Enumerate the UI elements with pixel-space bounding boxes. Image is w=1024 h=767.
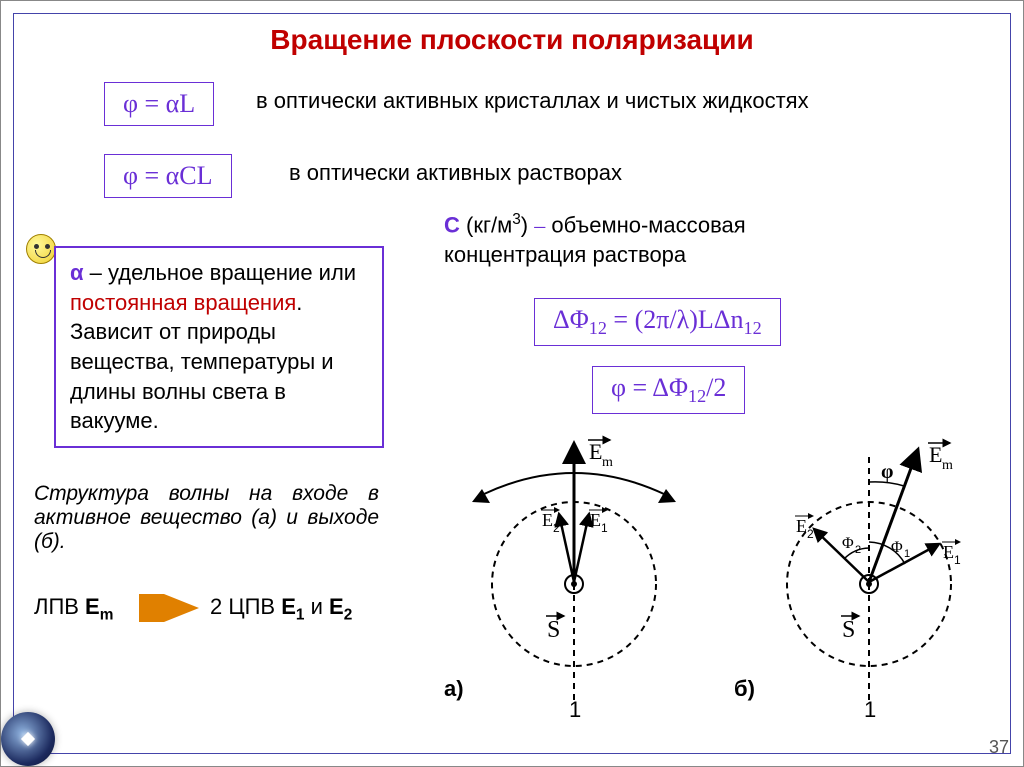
- svg-text:E: E: [589, 439, 602, 464]
- diagram-a: E m E1 E2 S 1: [434, 424, 714, 724]
- svg-text:E: E: [796, 516, 807, 536]
- svg-text:E: E: [943, 542, 954, 562]
- svg-text:1: 1: [864, 697, 876, 722]
- smiley-icon: [26, 234, 56, 264]
- slide-frame: Вращение плоскости поляризации φ = αL в …: [13, 13, 1011, 754]
- svg-text:1: 1: [601, 521, 608, 535]
- diagram-b: E m φ E1 E2 Φ1 Φ2 S 1: [729, 424, 1009, 724]
- svg-text:φ: φ: [881, 461, 893, 483]
- formula-phi-result: φ = ΔΦ12/2: [592, 366, 745, 414]
- svg-text:1: 1: [904, 548, 910, 560]
- structure-caption: Структура волны на входе в активное веще…: [34, 482, 379, 554]
- arrow-icon: [139, 594, 199, 622]
- svg-text:1: 1: [954, 553, 961, 567]
- page-number: 37: [989, 737, 1009, 758]
- svg-text:S: S: [547, 617, 560, 643]
- svg-text:1: 1: [569, 697, 581, 722]
- svg-text:E: E: [590, 510, 601, 530]
- svg-text:Φ: Φ: [891, 539, 903, 556]
- formula-delta-phi: ΔΦ12 = (2π/λ)LΔn12: [534, 298, 781, 346]
- svg-text:2: 2: [855, 544, 861, 556]
- slide-title: Вращение плоскости поляризации: [14, 24, 1010, 56]
- label-b: б): [734, 676, 755, 702]
- svg-text:m: m: [602, 455, 613, 470]
- label-a: а): [444, 676, 464, 702]
- formula-phi-alpha-cl: φ = αCL: [104, 154, 232, 198]
- svg-text:2: 2: [807, 527, 814, 541]
- cpv-line: 2 ЦПВ E1 и E2: [210, 594, 352, 624]
- c-definition: С (кг/м3) – объемно-массоваяконцентрация…: [444, 210, 746, 270]
- alpha-definition-box: α – удельное вращение или постоянная вра…: [54, 246, 384, 448]
- formula-phi-alpha-l: φ = αL: [104, 82, 214, 126]
- lpv-line: ЛПВ Em: [34, 594, 113, 624]
- svg-text:m: m: [942, 458, 953, 473]
- formula2-desc: в оптически активных растворах: [289, 160, 622, 186]
- svg-text:2: 2: [553, 521, 560, 535]
- svg-text:Φ: Φ: [842, 535, 854, 552]
- formula1-desc: в оптически активных кристаллах и чистых…: [256, 88, 809, 114]
- svg-text:E: E: [929, 442, 942, 467]
- svg-text:S: S: [842, 617, 855, 643]
- svg-text:E: E: [542, 510, 553, 530]
- logo-icon: [1, 712, 55, 766]
